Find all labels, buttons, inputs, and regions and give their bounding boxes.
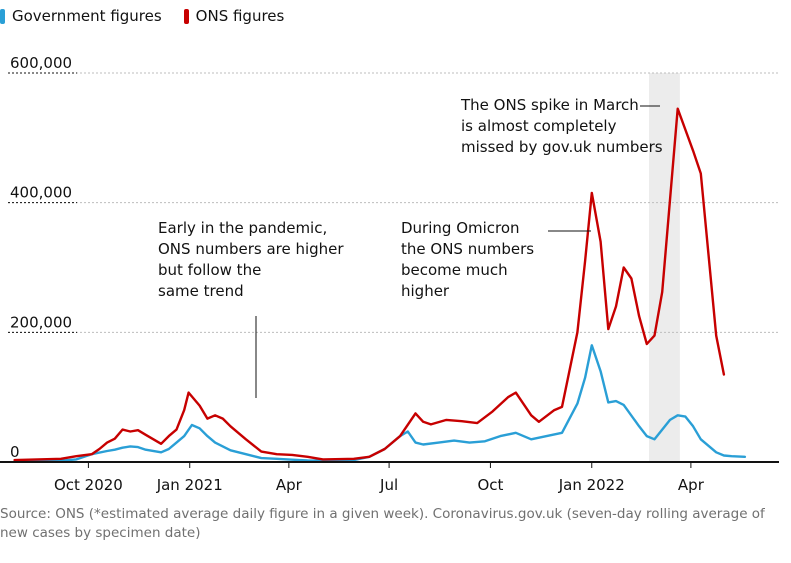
y-tick-label: 600,000	[10, 54, 72, 72]
y-tick-label: 400,000	[10, 184, 72, 202]
x-tick-label: Apr	[276, 476, 303, 494]
legend: Government figures ONS figures	[0, 4, 306, 28]
y-tick-label: 200,000	[10, 313, 72, 331]
x-tick-label: Apr	[678, 476, 705, 494]
x-tick-label: Oct 2020	[54, 476, 123, 494]
annotation-1: Early in the pandemic, ONS numbers are hi…	[158, 219, 344, 300]
ons-series-line	[13, 107, 726, 462]
government-swatch	[0, 8, 5, 24]
legend-item-government: Government figures	[0, 7, 162, 25]
source-note: Source: ONS (*estimated average daily fi…	[0, 506, 765, 541]
chart: 0 200,000 400,000 600,000 Oct 2020 Jan 2021 A…	[0, 54, 779, 494]
annotation-2: During Omicron the ONS numbers become much…	[401, 219, 534, 300]
x-tick-label: Jan 2021	[156, 476, 223, 494]
government-legend-label: Government figures	[12, 7, 162, 25]
legend-item-ons: ONS figures	[183, 7, 285, 25]
x-tick-label: Jul	[379, 476, 398, 494]
y-tick-label: 0	[10, 443, 20, 461]
x-tick-label: Jan 2022	[558, 476, 625, 494]
government-series-line	[13, 344, 747, 463]
x-tick-label: Oct	[477, 476, 503, 494]
ons-legend-label: ONS figures	[195, 7, 285, 25]
annotation-3: The ONS spike in March is almost complete…	[460, 96, 663, 156]
ons-swatch	[183, 8, 189, 24]
